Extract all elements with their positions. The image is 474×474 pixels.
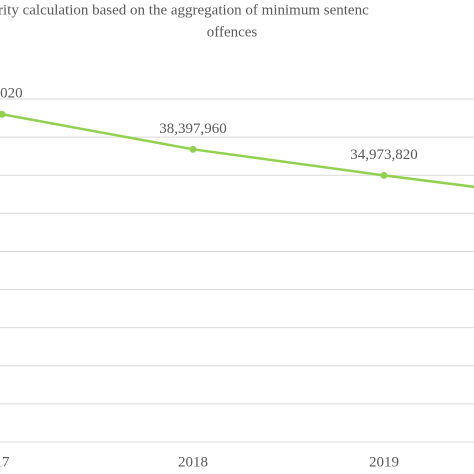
data-label: 34,973,820 [350,147,418,163]
data-label: 99,020 [0,86,23,102]
x-tick-label: 2019 [369,454,399,470]
data-label: 38,397,960 [159,121,227,137]
chart-title: offences [207,24,258,40]
point [189,145,197,153]
point [380,171,388,179]
chart-title: rity calculation based on the aggregatio… [0,2,369,18]
x-tick-label: 2018 [178,454,208,470]
point [0,110,6,118]
x-tick-label: 17 [0,454,10,470]
line [1,113,474,189]
